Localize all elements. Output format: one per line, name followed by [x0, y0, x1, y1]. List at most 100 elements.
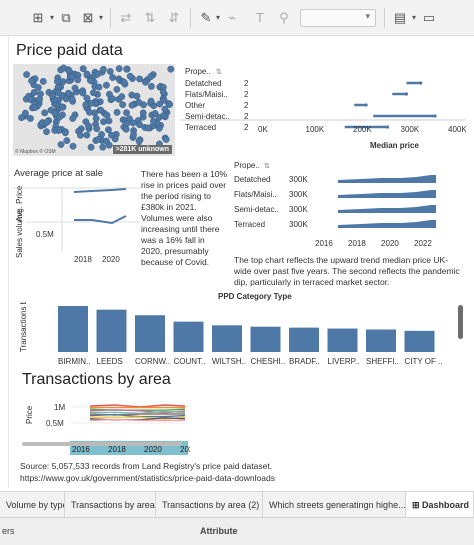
horizontal-scrollbar[interactable]	[22, 442, 182, 446]
map-point[interactable]	[105, 117, 113, 125]
tab-transactions-by-area[interactable]: Transactions by area	[65, 492, 156, 518]
tab-transactions-by-area-2[interactable]: Transactions by area (2)	[156, 492, 263, 518]
map-point[interactable]	[87, 77, 94, 84]
map-point[interactable]	[130, 131, 137, 139]
map-point[interactable]	[51, 127, 59, 134]
sort-icon[interactable]: ⇅	[216, 69, 222, 76]
category-bar[interactable]	[404, 330, 435, 352]
map-point[interactable]	[106, 90, 113, 98]
map-point[interactable]	[65, 66, 73, 74]
map-point[interactable]	[103, 137, 110, 145]
map-point[interactable]	[37, 90, 44, 98]
map-point[interactable]	[147, 73, 155, 80]
map-point[interactable]	[128, 91, 136, 99]
map-point[interactable]	[55, 89, 62, 97]
sort-desc-icon[interactable]: ⇵	[168, 10, 180, 25]
chevron-down-icon[interactable]: ▾	[49, 13, 54, 22]
category-bar[interactable]	[212, 325, 242, 352]
map-point[interactable]	[18, 114, 25, 121]
map-point[interactable]	[118, 93, 126, 100]
map-point[interactable]	[31, 104, 39, 111]
map-point[interactable]	[95, 83, 103, 91]
footer-attribute[interactable]: Attribute	[200, 526, 238, 536]
map-point[interactable]	[48, 92, 56, 100]
map-point[interactable]	[144, 124, 152, 132]
map-point[interactable]	[161, 105, 169, 113]
map-point[interactable]	[62, 95, 70, 103]
map-point[interactable]	[87, 99, 95, 107]
map-point[interactable]	[120, 78, 128, 86]
category-bar[interactable]	[327, 328, 358, 352]
map-point[interactable]	[83, 70, 91, 78]
trend-area[interactable]	[338, 175, 436, 183]
map-point[interactable]	[30, 89, 38, 96]
map-point[interactable]	[54, 83, 62, 91]
map-point[interactable]	[53, 77, 61, 85]
median-point[interactable]	[404, 92, 409, 96]
map-point[interactable]	[115, 65, 123, 73]
category-bar[interactable]	[135, 315, 165, 352]
map-point[interactable]	[27, 115, 34, 122]
map-point[interactable]	[129, 119, 137, 127]
map-point[interactable]	[69, 142, 77, 150]
category-bar[interactable]	[250, 326, 281, 352]
map-point[interactable]	[135, 98, 143, 106]
map-point[interactable]	[123, 109, 130, 117]
category-bar[interactable]	[173, 321, 204, 352]
map-point[interactable]	[123, 65, 131, 73]
map-point[interactable]	[113, 86, 121, 93]
map-point[interactable]	[106, 68, 114, 75]
map-point[interactable]	[41, 109, 49, 117]
map-point[interactable]	[128, 101, 136, 109]
map-point[interactable]	[22, 109, 29, 117]
map-point[interactable]	[103, 111, 111, 119]
map-point[interactable]	[167, 65, 175, 73]
sort-icon[interactable]: ⇅	[264, 163, 270, 170]
chevron-down-icon[interactable]: ▾	[215, 13, 220, 22]
map-point[interactable]	[61, 129, 69, 137]
tab-dashboard[interactable]: ⊞ Dashboard	[406, 492, 474, 518]
map-point[interactable]	[87, 143, 95, 151]
trend-area[interactable]	[338, 190, 436, 198]
map-point[interactable]	[43, 118, 51, 126]
map-point[interactable]	[39, 77, 47, 85]
map-point[interactable]	[159, 112, 167, 120]
unknown-badge[interactable]: >281K unknown	[112, 145, 172, 154]
map-point[interactable]	[135, 137, 143, 145]
map-point[interactable]	[79, 65, 87, 73]
pin-icon[interactable]: ⚲	[279, 10, 289, 25]
price-map[interactable]: © Mapbox © OSM >281K unknown	[13, 64, 175, 156]
median-point[interactable]	[419, 81, 423, 85]
map-point[interactable]	[95, 135, 102, 143]
source-url[interactable]: https://www.gov.uk/government/statistics…	[20, 473, 275, 483]
map-point[interactable]	[69, 115, 77, 122]
map-point[interactable]	[85, 122, 92, 130]
avg-price-line[interactable]	[73, 188, 127, 193]
sort-asc-icon[interactable]: ⇅	[144, 10, 156, 25]
map-point[interactable]	[77, 131, 84, 139]
map-point[interactable]	[108, 131, 115, 139]
volume-line[interactable]	[74, 215, 127, 225]
map-point[interactable]	[100, 65, 107, 73]
map-point[interactable]	[83, 94, 91, 102]
map-point[interactable]	[139, 109, 147, 117]
map-point[interactable]	[148, 82, 155, 90]
map-point[interactable]	[63, 137, 71, 145]
map-point[interactable]	[105, 126, 112, 134]
area-line[interactable]	[89, 413, 186, 418]
map-point[interactable]	[159, 88, 167, 96]
tab-streets[interactable]: Which streets generatingn highe...	[263, 492, 406, 518]
text-icon[interactable]: T	[256, 10, 264, 25]
map-point[interactable]	[147, 97, 155, 105]
map-point[interactable]	[136, 121, 143, 129]
vertical-scrollbar[interactable]	[458, 305, 463, 339]
map-point[interactable]	[126, 72, 134, 80]
trend-area[interactable]	[338, 205, 436, 213]
swap-icon[interactable]: ⇄	[120, 10, 132, 25]
map-point[interactable]	[119, 101, 127, 109]
tab-volume-by-type[interactable]: Volume by type	[0, 492, 65, 518]
map-point[interactable]	[58, 103, 66, 111]
map-point[interactable]	[57, 141, 65, 148]
fit-select[interactable]: ▾	[300, 9, 376, 27]
clear-icon[interactable]: ⊠	[82, 10, 94, 25]
